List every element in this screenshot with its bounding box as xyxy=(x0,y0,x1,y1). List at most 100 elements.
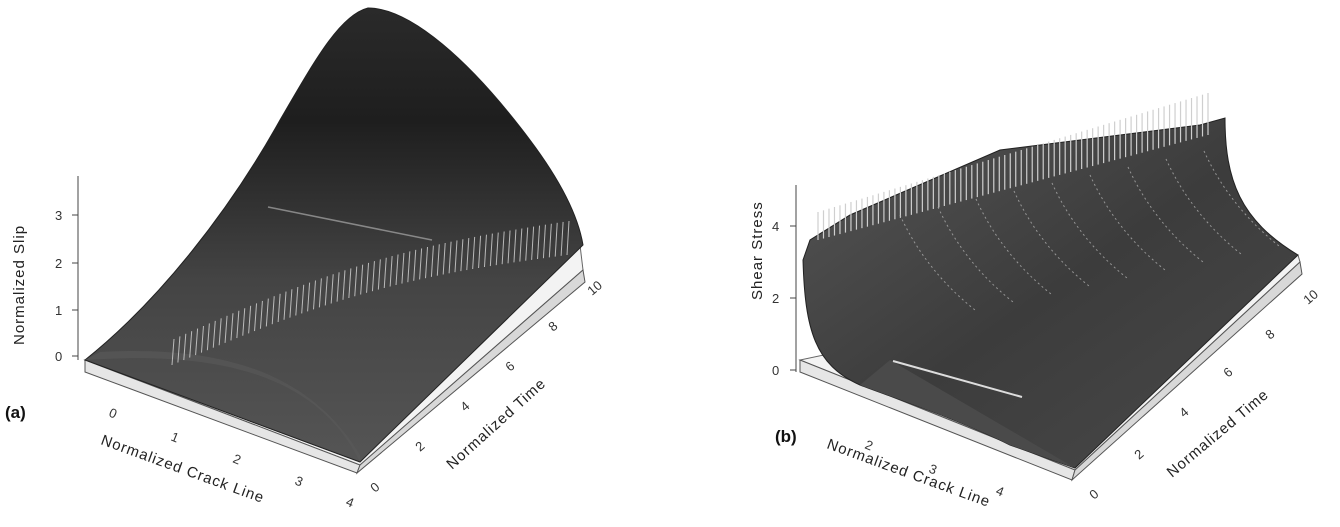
panel-b-label: (b) xyxy=(775,427,797,446)
panel-a-streak xyxy=(283,291,287,320)
panel-b-arc xyxy=(1203,150,1280,247)
panel-b-arc xyxy=(937,206,1014,303)
panel-b-z-axis-title: Shear Stress xyxy=(749,201,766,300)
panel-a-x-axis-title: Normalized Crack Line xyxy=(99,432,267,507)
panel-b-stress-spikes xyxy=(817,93,1209,240)
panel-a-streak xyxy=(389,256,393,287)
panel-a-streak xyxy=(554,222,558,257)
panel-a-streak xyxy=(342,270,346,300)
panel-b-arc xyxy=(975,198,1052,295)
panel-a-streak xyxy=(436,244,440,276)
panel-a-base-side xyxy=(355,269,586,475)
panel-a-streak xyxy=(200,325,204,353)
panel-b-arc-streaks xyxy=(899,150,1280,311)
panel-b-x-axis-title: Normalized Crack Line xyxy=(825,436,993,511)
panel-a-streak xyxy=(212,320,216,348)
panel-b-arc xyxy=(1089,174,1166,271)
panel-a-streak xyxy=(507,230,511,264)
panel-a-streak xyxy=(177,336,181,363)
panel-a-streak xyxy=(413,249,417,281)
panel-a-y-tick-label-3: 6 xyxy=(502,358,517,374)
panel-a-rupture-streaks xyxy=(171,220,570,366)
panel-a-streak xyxy=(466,238,470,271)
panel-a-streak xyxy=(395,254,399,286)
panel-a-y-axis-title: Normalized Time xyxy=(443,375,549,473)
panel-a-streak xyxy=(478,235,482,269)
panel-a-streak xyxy=(566,220,570,256)
panel-a-y-tick-label-4: 8 xyxy=(545,318,560,334)
panel-a-z-ticks: 0 1 2 3 xyxy=(55,208,78,364)
panel-b-y-tick-label-0: 0 xyxy=(1086,486,1101,502)
panel-b-front-floor xyxy=(860,360,1075,468)
panel-a-streak xyxy=(206,323,210,351)
panel-a-streak xyxy=(371,261,375,292)
panel-a-streak xyxy=(430,245,434,277)
panel-a-z-tick-label-1: 1 xyxy=(55,303,62,318)
panel-a: 0 1 2 3 Normalized Slip 0 1 2 3 4 Normal… xyxy=(5,7,605,511)
panel-a-surface xyxy=(83,7,584,463)
panel-b-arc xyxy=(1165,158,1242,255)
panel-a-streak xyxy=(519,228,523,262)
panel-a-streak xyxy=(330,274,334,304)
panel-a-streak xyxy=(483,234,487,268)
panel-b-y-tick-label-1: 2 xyxy=(1131,446,1146,462)
panel-a-streak xyxy=(366,262,370,293)
panel-a-y-tick-label-0: 0 xyxy=(367,479,382,495)
panel-a-x-tick-label-1: 1 xyxy=(169,429,181,446)
panel-a-streak xyxy=(560,221,564,256)
panel-a-streak xyxy=(183,333,187,361)
panel-a-streak xyxy=(407,251,411,283)
panel-a-streak xyxy=(460,239,464,272)
panel-a-streak xyxy=(542,224,546,259)
panel-a-x-tick-label-2: 2 xyxy=(231,451,243,468)
panel-a-z-axis-title: Normalized Slip xyxy=(11,225,28,345)
panel-a-streak xyxy=(218,318,222,346)
panel-a-streak xyxy=(448,241,452,274)
panel-a-x-tick-label-4: 4 xyxy=(344,494,356,511)
panel-a-streak xyxy=(442,242,446,275)
panel-a-surface-line xyxy=(267,206,433,241)
panel-a-streak xyxy=(454,240,458,273)
panel-a-streak xyxy=(195,328,199,356)
panel-a-streak xyxy=(189,331,193,358)
panel-a-streak xyxy=(354,266,358,297)
panel-b-y-tick-label-2: 4 xyxy=(1176,404,1191,420)
panel-a-streak xyxy=(336,272,340,302)
panel-b-z-tick-label-2: 4 xyxy=(772,219,779,234)
panel-a-streak xyxy=(230,313,234,341)
panel-a-streak xyxy=(537,225,541,260)
panel-a-streak xyxy=(401,252,405,284)
panel-a-streak xyxy=(531,226,535,260)
panel-b-arc xyxy=(1127,166,1204,263)
panel-b-y-tick-label-4: 8 xyxy=(1262,326,1277,342)
panel-a-streak xyxy=(301,284,305,314)
panel-a-streak xyxy=(377,259,381,290)
panel-b-arc xyxy=(1051,182,1128,279)
panel-b-arc xyxy=(1013,190,1090,287)
panel-a-streak xyxy=(224,315,228,343)
panel-a-streak xyxy=(525,227,529,261)
panel-a-y-tick-label-1: 2 xyxy=(412,438,427,454)
panel-a-streak xyxy=(360,264,364,295)
panel-a-streak xyxy=(318,278,322,308)
panel-a-y-tick-label-5: 10 xyxy=(584,278,605,299)
panel-a-label: (a) xyxy=(5,403,26,422)
panel-a-streak xyxy=(295,286,299,316)
panel-a-streak xyxy=(236,310,240,339)
panel-a-streak xyxy=(425,246,429,279)
panel-a-streak xyxy=(248,305,252,334)
panel-b-z-ticks: 0 2 4 xyxy=(772,219,796,378)
panel-a-streak xyxy=(307,282,311,312)
panel-a-streak xyxy=(501,231,505,265)
panel-a-streak xyxy=(259,300,263,329)
panel-a-streak xyxy=(548,223,552,258)
panel-a-streak xyxy=(171,338,175,366)
panel-a-z-tick-label-0: 0 xyxy=(55,349,62,364)
panel-b: 0 2 4 Shear Stress 2 3 4 Normalized Crac… xyxy=(749,93,1321,511)
panel-a-streak xyxy=(348,268,352,299)
panel-b-z-tick-label-0: 0 xyxy=(772,363,779,378)
panel-b-y-axis-title: Normalized Time xyxy=(1164,386,1273,481)
panel-a-streak xyxy=(289,289,293,318)
panel-b-z-tick-label-1: 2 xyxy=(772,291,779,306)
